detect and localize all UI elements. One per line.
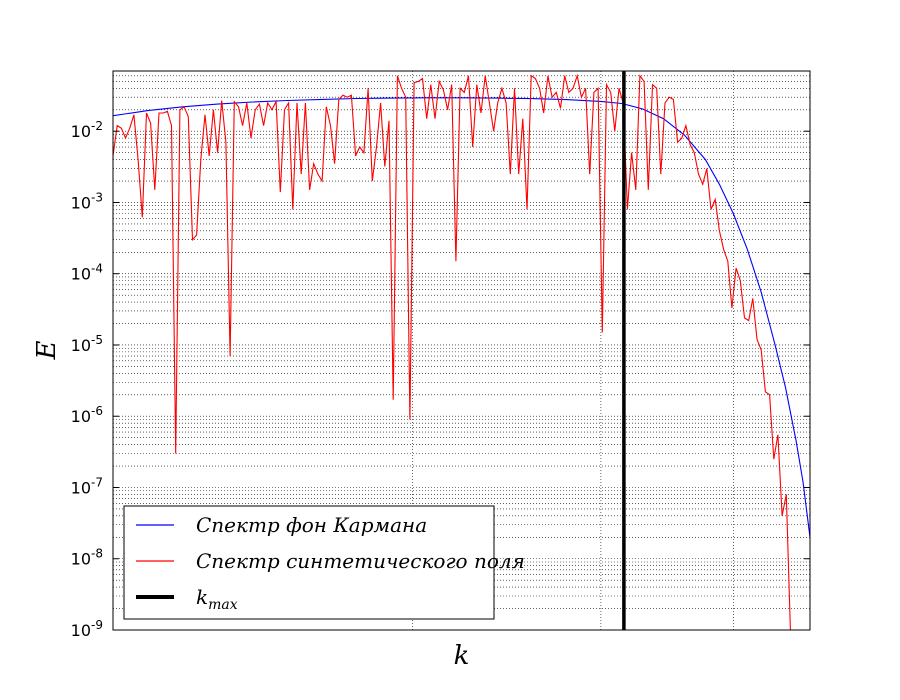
- y-tick-label: 10-5: [71, 333, 103, 355]
- y-tick-label: 10-6: [71, 404, 103, 426]
- y-tick-labels: 10-9 10-8 10-7 10-6 10-5 10-4 10-3 10-2: [71, 119, 810, 640]
- axes-frame: [112, 70, 811, 631]
- y-tick-label: 10-9: [71, 618, 103, 640]
- y-tick-label: 10-2: [71, 119, 103, 141]
- legend-box: [123, 505, 495, 620]
- von-karman-spectrum-line: [113, 97, 810, 538]
- plot-area: [113, 71, 810, 630]
- y-tick-label: 10-8: [71, 547, 103, 569]
- y-tick-label: 10-3: [71, 190, 103, 212]
- legend-label: Спектр фон Кармана: [196, 513, 427, 537]
- synthetic-field-spectrum-line: [113, 73, 791, 630]
- legend-label: kmax: [196, 585, 238, 613]
- legend: Спектр фон Кармана Спектр синтетического …: [123, 505, 525, 620]
- y-tick-label: 10-7: [71, 475, 103, 497]
- x-axis-label: k: [454, 641, 470, 671]
- y-tick-label: 10-4: [71, 262, 103, 284]
- y-axis-label: E: [32, 340, 62, 360]
- legend-label: Спектр синтетического поля: [196, 549, 525, 573]
